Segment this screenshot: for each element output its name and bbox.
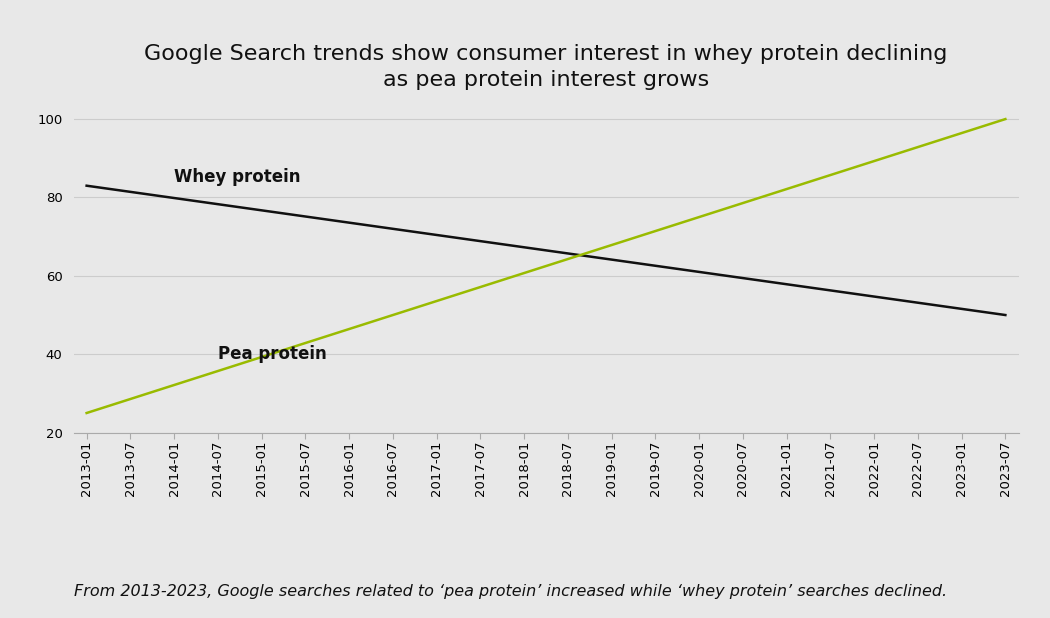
Title: Google Search trends show consumer interest in whey protein declining
as pea pro: Google Search trends show consumer inter… (144, 44, 948, 90)
Text: Whey protein: Whey protein (174, 168, 300, 186)
Text: From 2013-2023, Google searches related to ‘pea protein’ increased while ‘whey p: From 2013-2023, Google searches related … (74, 585, 947, 599)
Text: Pea protein: Pea protein (218, 345, 327, 363)
